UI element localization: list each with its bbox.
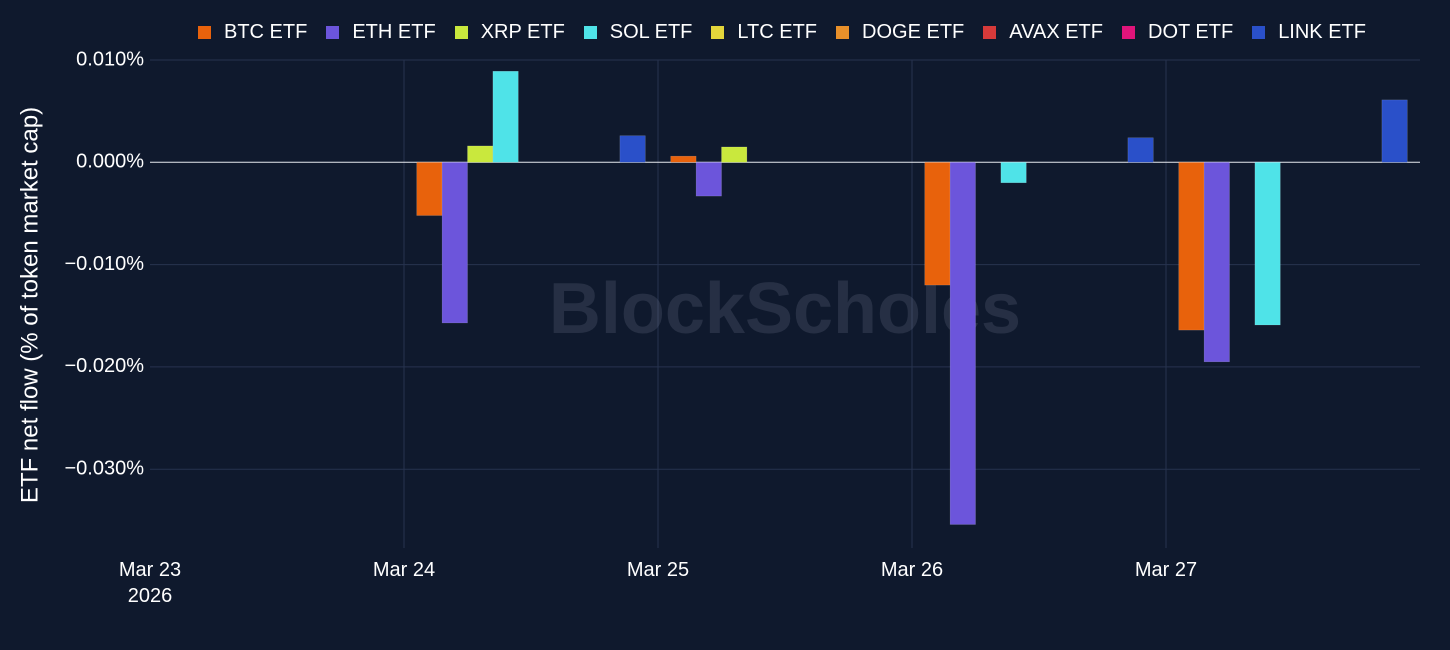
- chart-legend: BTC ETF ETH ETF XRP ETF SOL ETF LTC ETF DOGE …: [198, 18, 1385, 46]
- bar: [492, 71, 519, 163]
- legend-item[interactable]: XRP ETF: [454, 20, 565, 44]
- legend-label: LTC ETF: [737, 20, 818, 43]
- bars: [416, 71, 1408, 525]
- bar: [670, 155, 697, 163]
- legend-label: AVAX ETF: [1009, 20, 1103, 43]
- y-tick-label: −0.010%: [64, 253, 144, 275]
- legend-swatch: [836, 25, 850, 39]
- bar: [695, 162, 722, 197]
- legend-label: DOGE ETF: [862, 20, 965, 43]
- legend-item[interactable]: ETH ETF: [326, 20, 436, 44]
- legend-label: BTC ETF: [224, 20, 308, 43]
- legend-label: ETH ETF: [352, 20, 436, 43]
- legend-item[interactable]: BTC ETF: [198, 21, 307, 44]
- legend-item[interactable]: DOT ETF: [1122, 21, 1233, 44]
- legend-item[interactable]: AVAX ETF: [983, 21, 1103, 44]
- y-axis-title: ETF net flow (% of token market cap): [16, 107, 43, 503]
- legend-swatch: [1252, 25, 1266, 39]
- legend-label: SOL ETF: [609, 20, 693, 43]
- grid-lines: [150, 59, 1420, 548]
- legend-swatch: [198, 25, 211, 39]
- legend-swatch: [326, 25, 340, 39]
- bar: [949, 162, 976, 525]
- x-tick-label: Mar 26: [881, 559, 943, 581]
- bar: [721, 146, 748, 163]
- x-tick-labels: Mar 23 2026 Mar 24 Mar 25 Mar 26 Mar 27: [119, 559, 1197, 607]
- x-tick-label: Mar 23: [119, 559, 181, 581]
- bar: [619, 135, 646, 163]
- legend-item[interactable]: LTC ETF: [711, 21, 817, 44]
- y-tick-label: 0.000%: [76, 151, 144, 173]
- bar: [467, 145, 494, 163]
- bar: [1127, 137, 1154, 163]
- legend-swatch: [711, 25, 725, 39]
- bar: [1000, 162, 1027, 184]
- bar: [416, 162, 443, 216]
- bar: [1381, 99, 1408, 163]
- legend-swatch: [983, 25, 997, 39]
- bar: [1178, 162, 1205, 331]
- y-tick-label: −0.020%: [64, 355, 144, 377]
- bar: [924, 162, 951, 286]
- legend-swatch: [1122, 25, 1135, 39]
- y-tick-label: 0.010%: [76, 48, 144, 70]
- x-tick-sublabel: 2026: [128, 585, 173, 607]
- bar: [1254, 162, 1281, 326]
- legend-swatch: [583, 25, 597, 39]
- legend-label: XRP ETF: [480, 20, 565, 43]
- legend-label: LINK ETF: [1278, 20, 1366, 43]
- legend-item[interactable]: LINK ETF: [1252, 21, 1366, 44]
- x-tick-label: Mar 25: [627, 559, 689, 581]
- legend-swatch: [454, 25, 468, 39]
- x-tick-label: Mar 24: [373, 559, 435, 581]
- bar: [1203, 162, 1230, 363]
- y-tick-label: −0.030%: [64, 458, 144, 480]
- x-tick-label: Mar 27: [1135, 559, 1197, 581]
- legend-label: DOT ETF: [1148, 20, 1234, 43]
- legend-item[interactable]: DOGE ETF: [836, 21, 964, 44]
- y-tick-labels: 0.010% 0.000% −0.010% −0.020% −0.030%: [64, 48, 144, 479]
- legend-item[interactable]: SOL ETF: [583, 20, 693, 44]
- bar: [441, 162, 468, 324]
